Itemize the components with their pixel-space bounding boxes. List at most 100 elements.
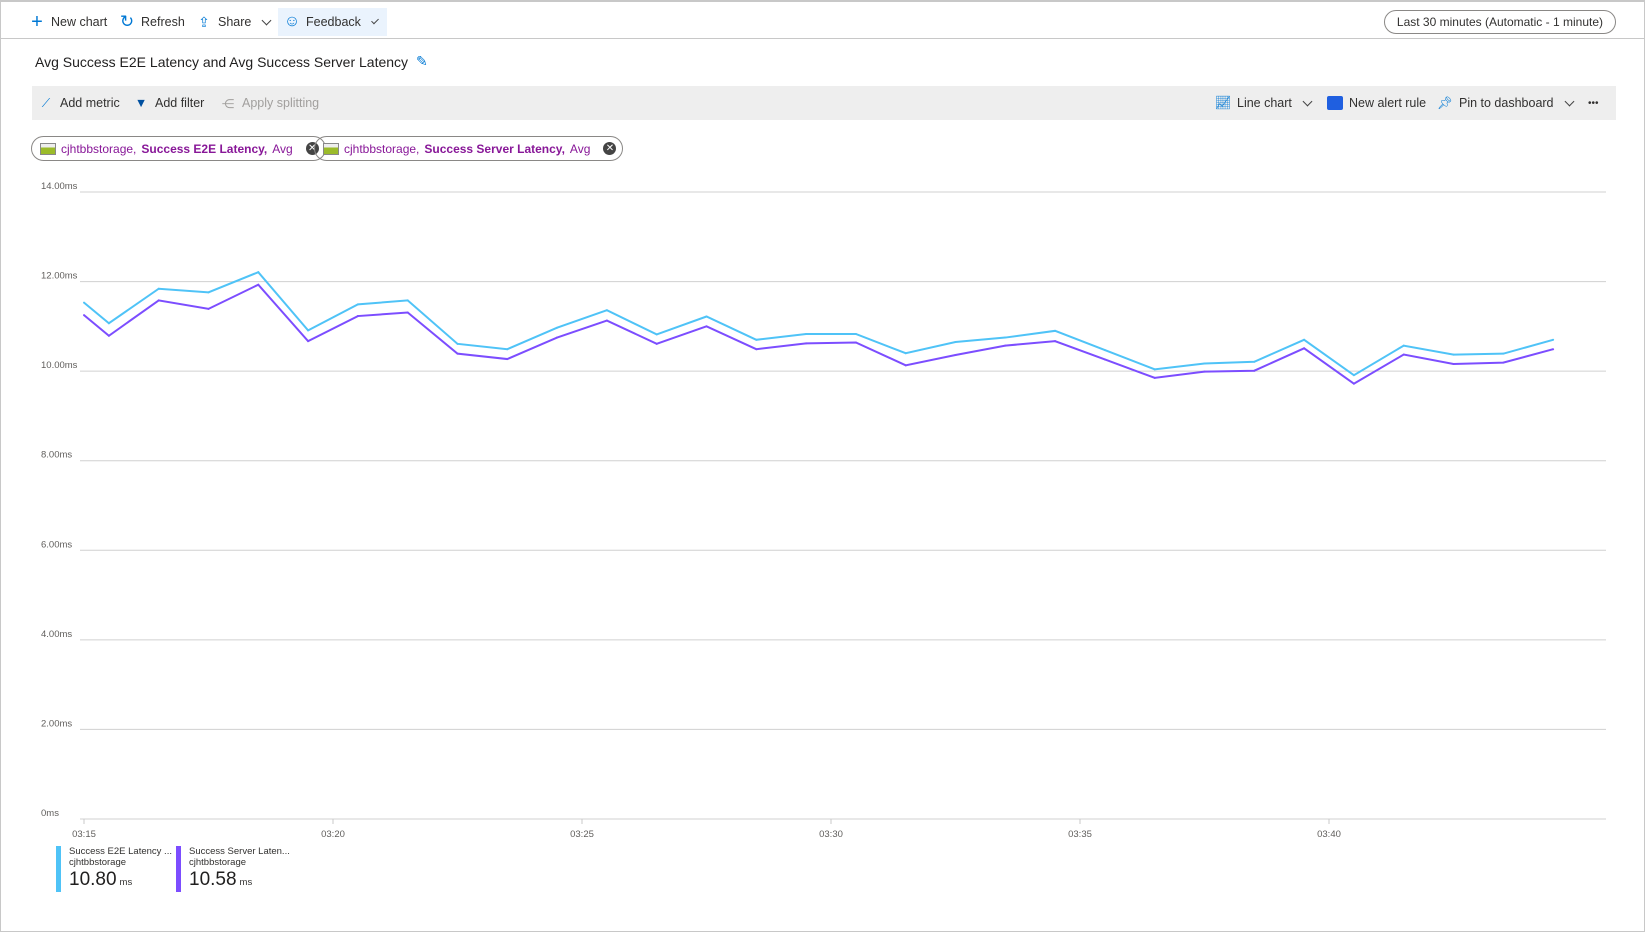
storage-icon	[40, 142, 56, 155]
data-point	[605, 309, 608, 312]
time-range-label: Last 30 minutes (Automatic - 1 minute)	[1396, 15, 1603, 29]
legend-item-server[interactable]: Success Server Laten... cjhtbbstorage 10…	[176, 846, 290, 892]
smiley-icon: ☺	[283, 13, 301, 30]
x-tick-label: 03:40	[1317, 829, 1341, 840]
legend-resource: cjhtbbstorage	[69, 857, 127, 868]
data-point	[83, 314, 85, 317]
data-point	[157, 287, 160, 290]
data-point	[705, 315, 708, 318]
data-point	[605, 319, 608, 322]
series-line-e2e	[83, 270, 1554, 377]
legend-item-e2e[interactable]: Success E2E Latency ... cjhtbbstorage 10…	[56, 846, 172, 892]
plus-icon: +	[31, 10, 43, 33]
data-point	[356, 303, 359, 306]
data-point	[1004, 336, 1007, 339]
metric-pill-e2e[interactable]: cjhtbbstorage, Success E2E Latency, Avg …	[31, 136, 326, 161]
new-chart-button[interactable]: + New chart	[23, 8, 113, 36]
pill-metric: Success E2E Latency,	[141, 141, 268, 156]
data-point	[456, 342, 459, 345]
data-point	[257, 283, 260, 286]
data-point	[1303, 347, 1306, 350]
splitting-icon: ⋲	[221, 96, 235, 111]
data-point	[307, 329, 310, 332]
pill-aggregation: Avg	[272, 141, 293, 156]
share-button[interactable]: ⇪ Share	[190, 8, 280, 36]
data-point	[1452, 362, 1455, 365]
chart-title-text: Avg Success E2E Latency and Avg Success …	[35, 53, 409, 70]
line-chart-dropdown[interactable]: 📈︎ Line chart	[1215, 86, 1315, 120]
pill-metric: Success Server Latency,	[424, 141, 565, 156]
y-tick-label: 2.00ms	[41, 718, 72, 729]
data-point	[904, 364, 907, 367]
x-tick-label: 03:30	[819, 829, 843, 840]
data-point	[1452, 353, 1455, 356]
data-point	[1203, 362, 1206, 365]
feedback-button[interactable]: ☺ Feedback	[278, 8, 387, 36]
new-alert-rule-button[interactable]: New alert rule	[1327, 86, 1426, 120]
chart-title: Avg Success E2E Latency and Avg Success …	[35, 53, 428, 70]
data-point	[1103, 349, 1106, 352]
chevron-down-icon	[1302, 96, 1313, 106]
data-point	[556, 336, 559, 339]
time-range-picker[interactable]: Last 30 minutes (Automatic - 1 minute)	[1383, 10, 1616, 34]
feedback-label: Feedback	[306, 15, 361, 29]
chevron-down-icon	[1564, 96, 1574, 106]
data-point	[556, 326, 559, 329]
y-tick-label: 4.00ms	[41, 629, 72, 640]
data-point	[1004, 344, 1007, 347]
data-point	[755, 338, 758, 341]
pin-to-dashboard-button[interactable]: 📌︎ Pin to dashboard	[1437, 86, 1577, 120]
pill-resource: cjhtbbstorage,	[344, 141, 420, 156]
legend-unit: ms	[239, 877, 253, 888]
add-filter-button[interactable]: ▼ Add filter	[133, 86, 205, 120]
storage-icon	[323, 142, 339, 155]
data-point	[655, 333, 658, 336]
refresh-button[interactable]: ↻ Refresh	[113, 8, 191, 36]
pill-aggregation: Avg	[569, 141, 591, 156]
data-point	[1153, 376, 1156, 379]
pencil-icon[interactable]: ✎	[416, 53, 428, 69]
y-tick-label: 14.00ms	[41, 181, 78, 192]
metric-pill-server[interactable]: cjhtbbstorage, Success Server Latency, A…	[314, 136, 624, 161]
add-metric-button[interactable]: ⟋ Add metric	[38, 86, 120, 120]
legend-unit: ms	[119, 877, 133, 888]
data-point	[1502, 361, 1505, 364]
legend-resource: cjhtbbstorage	[189, 857, 247, 868]
data-point	[1552, 338, 1555, 341]
x-tick-label: 03:35	[1068, 829, 1092, 840]
chevron-down-icon	[371, 16, 379, 24]
data-point	[157, 299, 160, 302]
line-chart: 0ms 2.00ms 4.00ms 6.00ms 8.00ms 10.00ms 12.00m…	[41, 181, 1606, 840]
data-point	[954, 341, 957, 344]
pin-to-dashboard-label: Pin to dashboard	[1459, 96, 1554, 110]
chevron-down-icon	[261, 15, 272, 25]
data-point	[406, 311, 409, 314]
more-options-button[interactable]: •••	[1588, 86, 1599, 120]
legend-value: 10.58	[189, 869, 237, 890]
y-tick-label: 8.00ms	[41, 450, 72, 461]
refresh-icon: ↻	[119, 12, 135, 31]
new-chart-label: New chart	[51, 15, 108, 29]
legend-series-name: Success E2E Latency ...	[69, 846, 172, 857]
data-point	[655, 342, 658, 345]
data-point	[1502, 352, 1505, 355]
x-tick-label: 03:15	[72, 829, 96, 840]
x-tick-label: 03:25	[570, 829, 594, 840]
apply-splitting-button[interactable]: ⋲ Apply splitting	[220, 86, 319, 120]
add-filter-label: Add filter	[155, 96, 205, 110]
alert-bubble-icon	[1327, 96, 1343, 110]
data-point	[456, 352, 459, 355]
data-point	[107, 322, 110, 325]
refresh-label: Refresh	[141, 15, 185, 29]
more-icon: •••	[1588, 97, 1599, 109]
add-metric-label: Add metric	[60, 96, 120, 110]
data-point	[1303, 338, 1306, 341]
remove-metric-icon[interactable]: ✕	[603, 142, 617, 155]
pin-icon: 📌︎	[1437, 95, 1453, 110]
data-point	[805, 342, 808, 345]
data-point	[954, 354, 957, 357]
share-label: Share	[218, 15, 252, 29]
y-tick-label: 12.00ms	[41, 271, 78, 282]
data-point	[854, 341, 857, 344]
